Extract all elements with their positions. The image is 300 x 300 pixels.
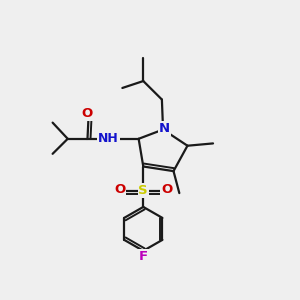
- Text: O: O: [82, 107, 93, 120]
- Text: F: F: [139, 250, 148, 263]
- Text: O: O: [114, 183, 126, 196]
- Text: O: O: [161, 183, 172, 196]
- Text: N: N: [159, 122, 170, 135]
- Text: NH: NH: [98, 132, 119, 145]
- Text: S: S: [139, 184, 148, 197]
